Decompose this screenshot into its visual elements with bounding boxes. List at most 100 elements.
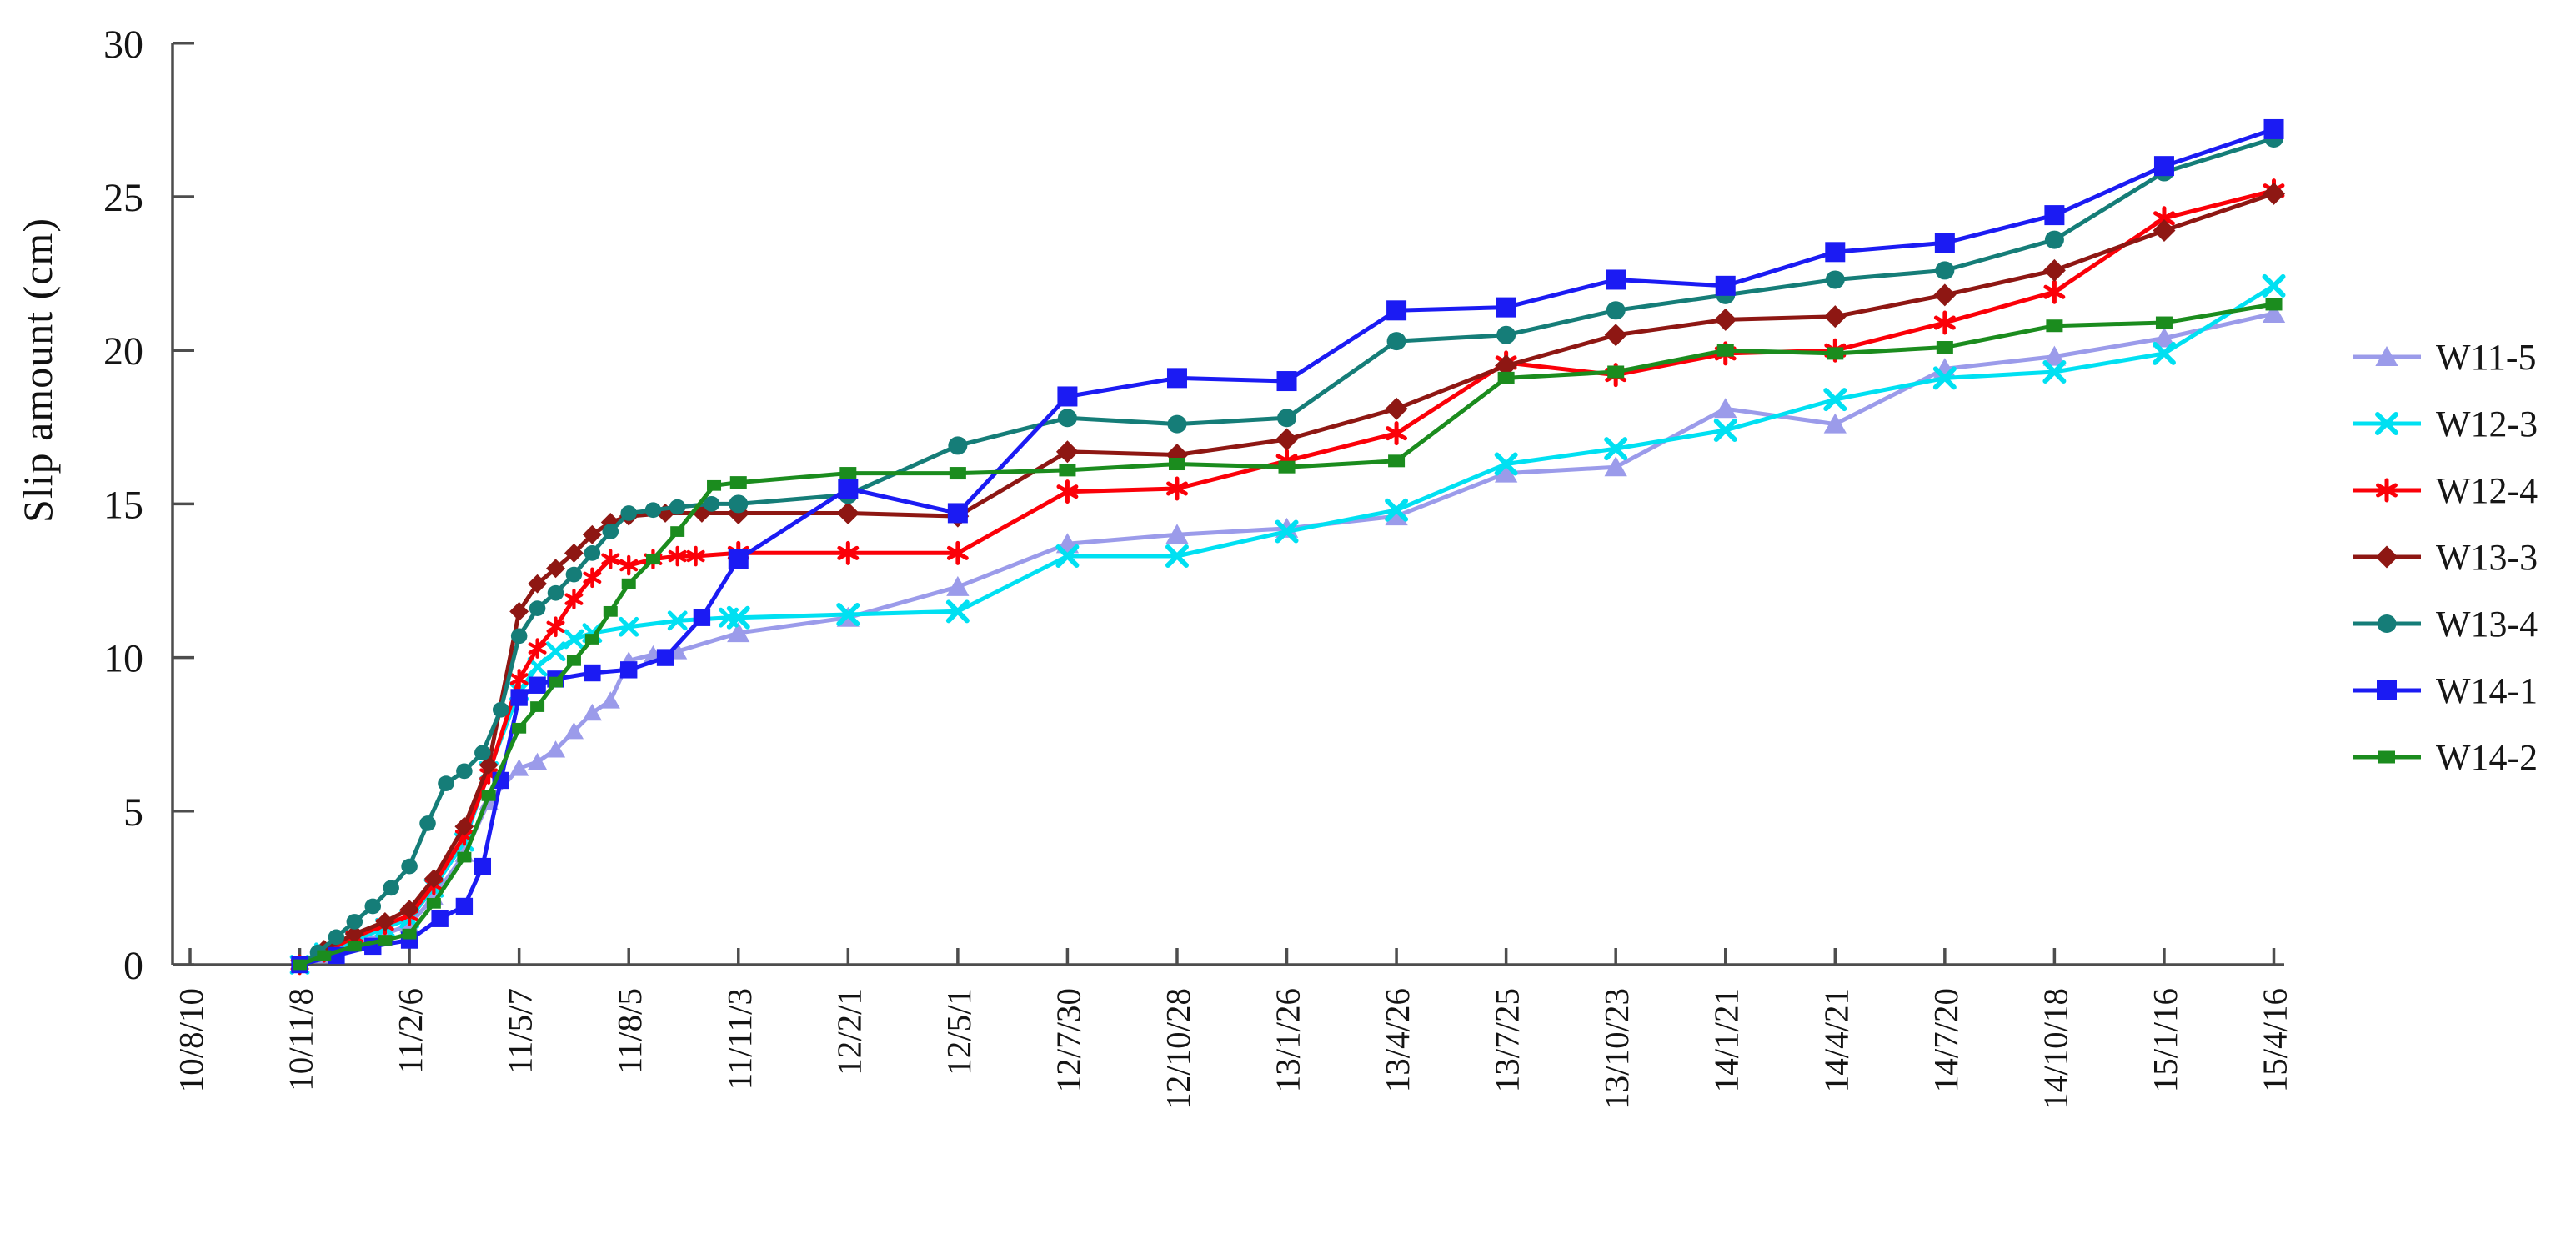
marker-square [693, 609, 711, 626]
marker-square-small [378, 935, 393, 946]
marker-square-small [1388, 454, 1406, 468]
marker-asterisk [564, 589, 584, 609]
marker-x [726, 605, 750, 630]
marker-square-small [402, 928, 417, 940]
marker-circle [1057, 409, 1077, 428]
marker-circle [2044, 230, 2064, 249]
y-tick-label: 5 [123, 790, 143, 835]
x-tick-label: 11/2/6 [391, 988, 429, 1074]
marker-asterisk [1386, 421, 1408, 446]
marker-asterisk [1056, 479, 1079, 504]
marker-triangle [582, 703, 602, 721]
marker-asterisk [619, 554, 639, 576]
marker-square [2263, 118, 2284, 139]
marker-square-small [317, 950, 332, 961]
x-tick-label: 12/5/1 [940, 988, 978, 1076]
marker-asterisk [1166, 476, 1188, 501]
x-tick-label: 11/8/5 [610, 988, 649, 1074]
marker-diamond [423, 869, 444, 889]
marker-circle [1277, 409, 1297, 428]
marker-diamond [546, 559, 565, 579]
y-axis-title: Slip amount (cm) [14, 218, 61, 523]
marker-circle [456, 763, 473, 780]
marker-circle [1935, 261, 1955, 280]
marker-square [510, 689, 528, 706]
marker-triangle [2375, 346, 2398, 367]
marker-square-small [584, 634, 599, 645]
marker-circle [565, 566, 583, 583]
marker-square [1934, 233, 1955, 253]
x-tick-label: 14/10/18 [2036, 988, 2074, 1110]
marker-circle [474, 745, 491, 761]
x-tick-label: 10/8/10 [172, 988, 210, 1092]
marker-x [1165, 544, 1189, 569]
marker-asterisk [946, 540, 969, 565]
marker-square-small [293, 959, 308, 971]
marker-square-small [1059, 464, 1076, 477]
marker-asterisk [509, 669, 529, 690]
marker-x [1604, 437, 1628, 461]
marker-triangle [527, 752, 548, 770]
marker-circle [703, 496, 720, 512]
legend-label: W14-1 [2436, 670, 2538, 711]
marker-circle [328, 929, 345, 946]
series-line-W12-4 [298, 188, 2276, 967]
marker-square-small [1278, 460, 1296, 474]
marker-square-small [2265, 298, 2283, 311]
marker-x [619, 616, 639, 637]
marker-asterisk [686, 545, 705, 567]
marker-square-small [2378, 750, 2395, 764]
marker-x [2152, 341, 2176, 365]
legend-label: W12-3 [2436, 404, 2538, 444]
x-tick-label: 15/1/16 [2146, 988, 2184, 1092]
y-tick-label: 15 [103, 483, 143, 527]
x-tick-label: 14/7/20 [1927, 988, 1965, 1092]
y-tick-label: 30 [103, 23, 143, 67]
marker-x [1494, 452, 1518, 476]
marker-square-small [512, 722, 527, 734]
marker-diamond [564, 543, 584, 563]
marker-square [947, 503, 968, 524]
legend-label: W14-2 [2436, 737, 2538, 778]
marker-diamond [344, 924, 364, 944]
marker-diamond [2153, 219, 2176, 243]
marker-asterisk [837, 540, 860, 565]
marker-square [1606, 269, 1626, 290]
marker-x [1385, 498, 1409, 522]
marker-asterisk [528, 638, 547, 659]
x-tick-label: 14/4/21 [1817, 988, 1855, 1092]
marker-square [474, 857, 492, 875]
marker-diamond [1275, 428, 1299, 451]
marker-x [1823, 388, 1847, 412]
marker-square-small [839, 467, 857, 480]
marker-square [584, 664, 601, 682]
marker-square [620, 661, 638, 679]
marker-square [1825, 242, 1846, 263]
marker-triangle [1385, 505, 1408, 526]
marker-circle [669, 499, 686, 515]
marker-diamond [2263, 182, 2286, 205]
marker-square [2044, 205, 2065, 226]
marker-asterisk [668, 545, 687, 567]
x-tick-label: 12/2/1 [829, 988, 868, 1076]
marker-diamond [1495, 354, 1518, 378]
x-tick-label: 12/7/30 [1049, 988, 1087, 1092]
legend-label: W11-5 [2436, 337, 2537, 378]
marker-triangle [1165, 524, 1189, 544]
marker-circle [383, 880, 399, 896]
marker-diamond [1385, 397, 1408, 420]
marker-square-small [707, 479, 722, 491]
marker-circle [1167, 414, 1187, 434]
marker-square [455, 897, 474, 915]
marker-x [564, 629, 584, 650]
marker-diamond [1933, 283, 1957, 307]
marker-x [1055, 544, 1080, 569]
marker-square-small [949, 467, 966, 480]
marker-square-small [1716, 344, 1734, 357]
marker-square [1057, 386, 1078, 407]
marker-triangle [564, 721, 584, 740]
marker-square [1276, 371, 1297, 392]
marker-square-small [426, 897, 441, 909]
marker-x [1275, 519, 1299, 544]
marker-diamond [1604, 324, 1627, 347]
